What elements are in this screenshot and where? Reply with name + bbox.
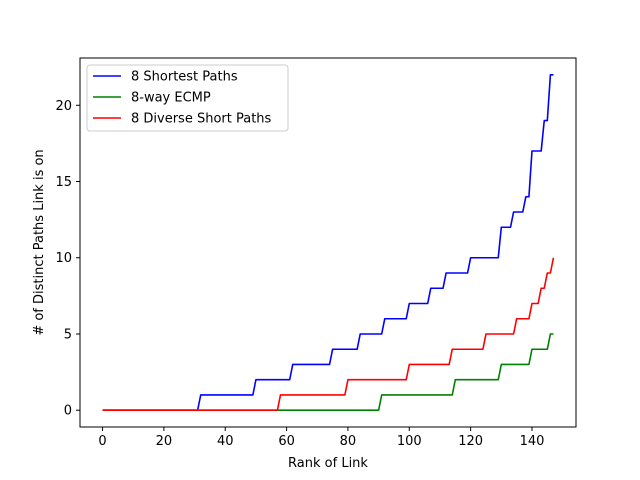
legend-entry-1: 8 Shortest Paths bbox=[131, 70, 238, 85]
y-tick-label: 10 bbox=[55, 251, 72, 266]
x-tick-label: 60 bbox=[278, 434, 295, 449]
x-tick-label: 140 bbox=[520, 434, 545, 449]
legend-entry-3: 8 Diverse Short Paths bbox=[131, 112, 272, 127]
plot-lines bbox=[102, 73, 555, 412]
x-tick-label: 100 bbox=[397, 434, 422, 449]
y-tick-label: 15 bbox=[55, 175, 72, 190]
legend-box bbox=[86, 64, 289, 132]
series-line-3 bbox=[102, 257, 555, 412]
y-axis-ticks: 0 5 10 15 20 bbox=[55, 99, 80, 419]
y-tick-label: 20 bbox=[55, 99, 72, 114]
x-tick-label: 40 bbox=[217, 434, 234, 449]
x-tick-label: 120 bbox=[458, 434, 483, 449]
legend-entry-2: 8-way ECMP bbox=[131, 91, 211, 106]
x-tick-label: 20 bbox=[156, 434, 173, 449]
plot-frame bbox=[79, 57, 577, 428]
x-tick-label: 0 bbox=[98, 434, 106, 449]
legend: 8 Shortest Paths 8-way ECMP 8 Diverse Shor… bbox=[86, 64, 289, 132]
series-line-2 bbox=[102, 333, 554, 412]
y-tick-label: 0 bbox=[64, 404, 72, 419]
series-line-1 bbox=[102, 73, 554, 412]
y-tick-label: 5 bbox=[64, 327, 72, 342]
x-axis-ticks: 0 20 40 60 80 100 120 140 bbox=[98, 427, 544, 449]
x-axis-label: Rank of Link bbox=[288, 456, 368, 471]
x-tick-label: 80 bbox=[340, 434, 357, 449]
y-axis-label: # of Distinct Paths Link is on bbox=[32, 149, 47, 335]
